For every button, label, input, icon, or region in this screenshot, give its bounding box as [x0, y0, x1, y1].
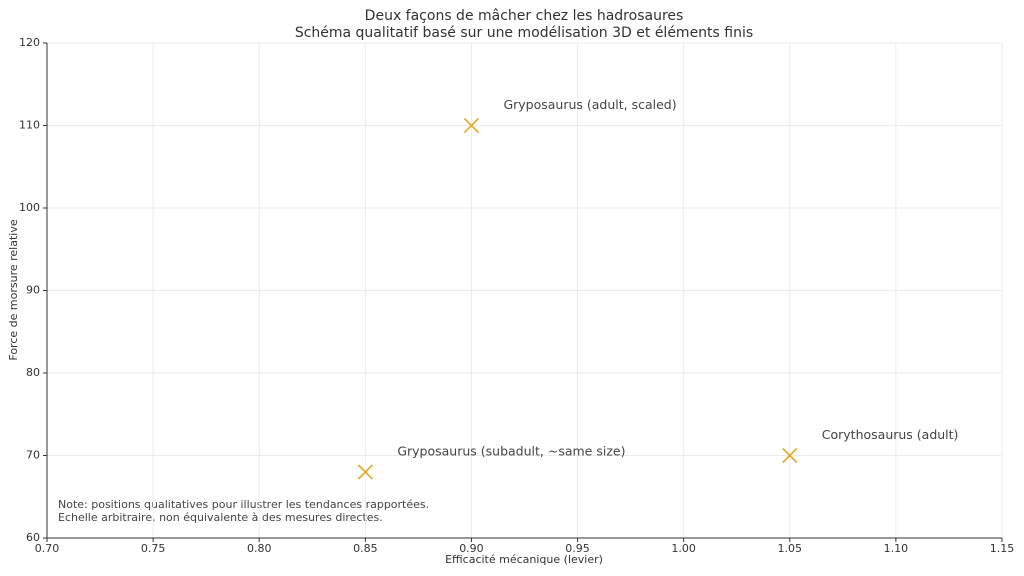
x-tick-label: 1.05 — [778, 542, 803, 555]
data-point — [357, 464, 373, 480]
x-tick-label: 0.75 — [141, 542, 166, 555]
note: Note: positions qualitatives pour illust… — [58, 498, 429, 511]
data-point — [782, 447, 798, 464]
y-axis-label: Force de morsure relative — [7, 219, 20, 360]
y-tick-label: 70 — [26, 449, 40, 462]
x-tick-label: 0.95 — [565, 542, 590, 555]
chart-subtitle: Schéma qualitatif basé sur une modélisat… — [295, 25, 753, 41]
y-tick-label: 60 — [26, 531, 40, 544]
note: Echelle arbitraire, non équivalente à de… — [58, 511, 383, 524]
x-tick-label: 0.80 — [247, 542, 272, 555]
chart-title: Deux façons de mâcher chez les hadrosaur… — [365, 8, 684, 24]
y-tick-label: 100 — [19, 201, 40, 214]
point-label: Gryposaurus (subadult, ~same size) — [397, 444, 625, 459]
x-axis-label: Efficacité mécanique (levier) — [445, 553, 603, 566]
x-tick-label: 0.85 — [353, 542, 378, 555]
y-tick-label: 120 — [19, 36, 40, 49]
x-tick-label: 1.15 — [990, 542, 1015, 555]
y-tick-label: 110 — [19, 119, 40, 132]
x-tick-label: 1.10 — [884, 542, 909, 555]
x-tick-label: 1.00 — [671, 542, 696, 555]
x-tick-label: 0.70 — [35, 542, 60, 555]
point-label: Corythosaurus (adult) — [822, 427, 959, 442]
x-tick-label: 0.90 — [459, 542, 484, 555]
y-tick-label: 80 — [26, 366, 40, 379]
point-label: Gryposaurus (adult, scaled) — [503, 97, 676, 112]
data-point — [463, 117, 480, 134]
y-tick-label: 90 — [26, 284, 40, 297]
